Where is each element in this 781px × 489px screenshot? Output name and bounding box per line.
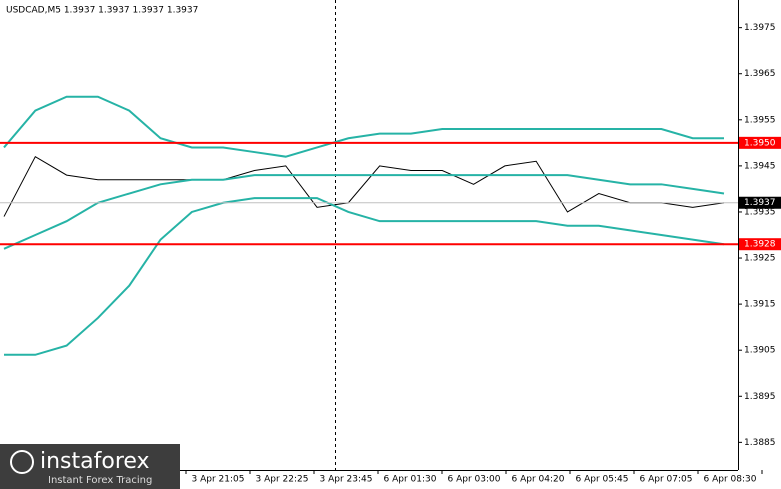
last-price-tag — [739, 196, 781, 209]
chart-header: USDCAD,M5 1.3937 1.3937 1.3937 1.3937 — [6, 6, 198, 16]
x-tick-label: 6 Apr 01:30 — [384, 475, 437, 485]
level-label: 1.3928 — [744, 240, 776, 250]
watermark-logo — [10, 450, 34, 474]
y-tick-label: 1.3895 — [744, 392, 776, 402]
y-tick-label: 1.3885 — [744, 438, 776, 448]
watermark-tagline: Instant Forex Tracing — [48, 475, 152, 486]
y-tick-label: 1.3965 — [744, 69, 776, 79]
x-tick-label: 6 Apr 03:00 — [448, 475, 501, 485]
x-tick-label: 6 Apr 07:05 — [640, 475, 693, 485]
y-tick-label: 1.3915 — [744, 300, 776, 310]
y-tick-label: 1.3925 — [744, 254, 776, 264]
x-tick-label: 3 Apr 22:25 — [256, 475, 309, 485]
level-tag — [739, 136, 781, 149]
price-line — [3, 155, 725, 217]
y-tick-label: 1.3955 — [744, 115, 776, 125]
y-tick-label: 1.3935 — [744, 207, 776, 217]
watermark-brand: instaforex — [40, 449, 150, 474]
x-tick-label: 6 Apr 05:45 — [576, 475, 629, 485]
band-line — [3, 95, 724, 158]
y-tick-label: 1.3905 — [744, 346, 776, 356]
x-tick-label: 3 Apr 23:45 — [320, 475, 373, 485]
level-label: 1.3950 — [744, 138, 776, 148]
y-tick-label: 1.3975 — [744, 23, 776, 33]
x-tick-label: 6 Apr 04:20 — [512, 475, 565, 485]
x-tick-label: 3 Apr 21:05 — [192, 475, 245, 485]
level-tag — [739, 238, 781, 251]
watermark-box — [0, 444, 180, 489]
band-line — [4, 197, 725, 356]
y-tick-label: 1.3945 — [744, 161, 776, 171]
last-price-label: 1.3937 — [744, 198, 776, 208]
x-tick-label: 6 Apr 08:30 — [704, 475, 757, 485]
band-line — [3, 174, 725, 250]
watermark: instaforex Instant Forex Tracing — [0, 444, 180, 489]
